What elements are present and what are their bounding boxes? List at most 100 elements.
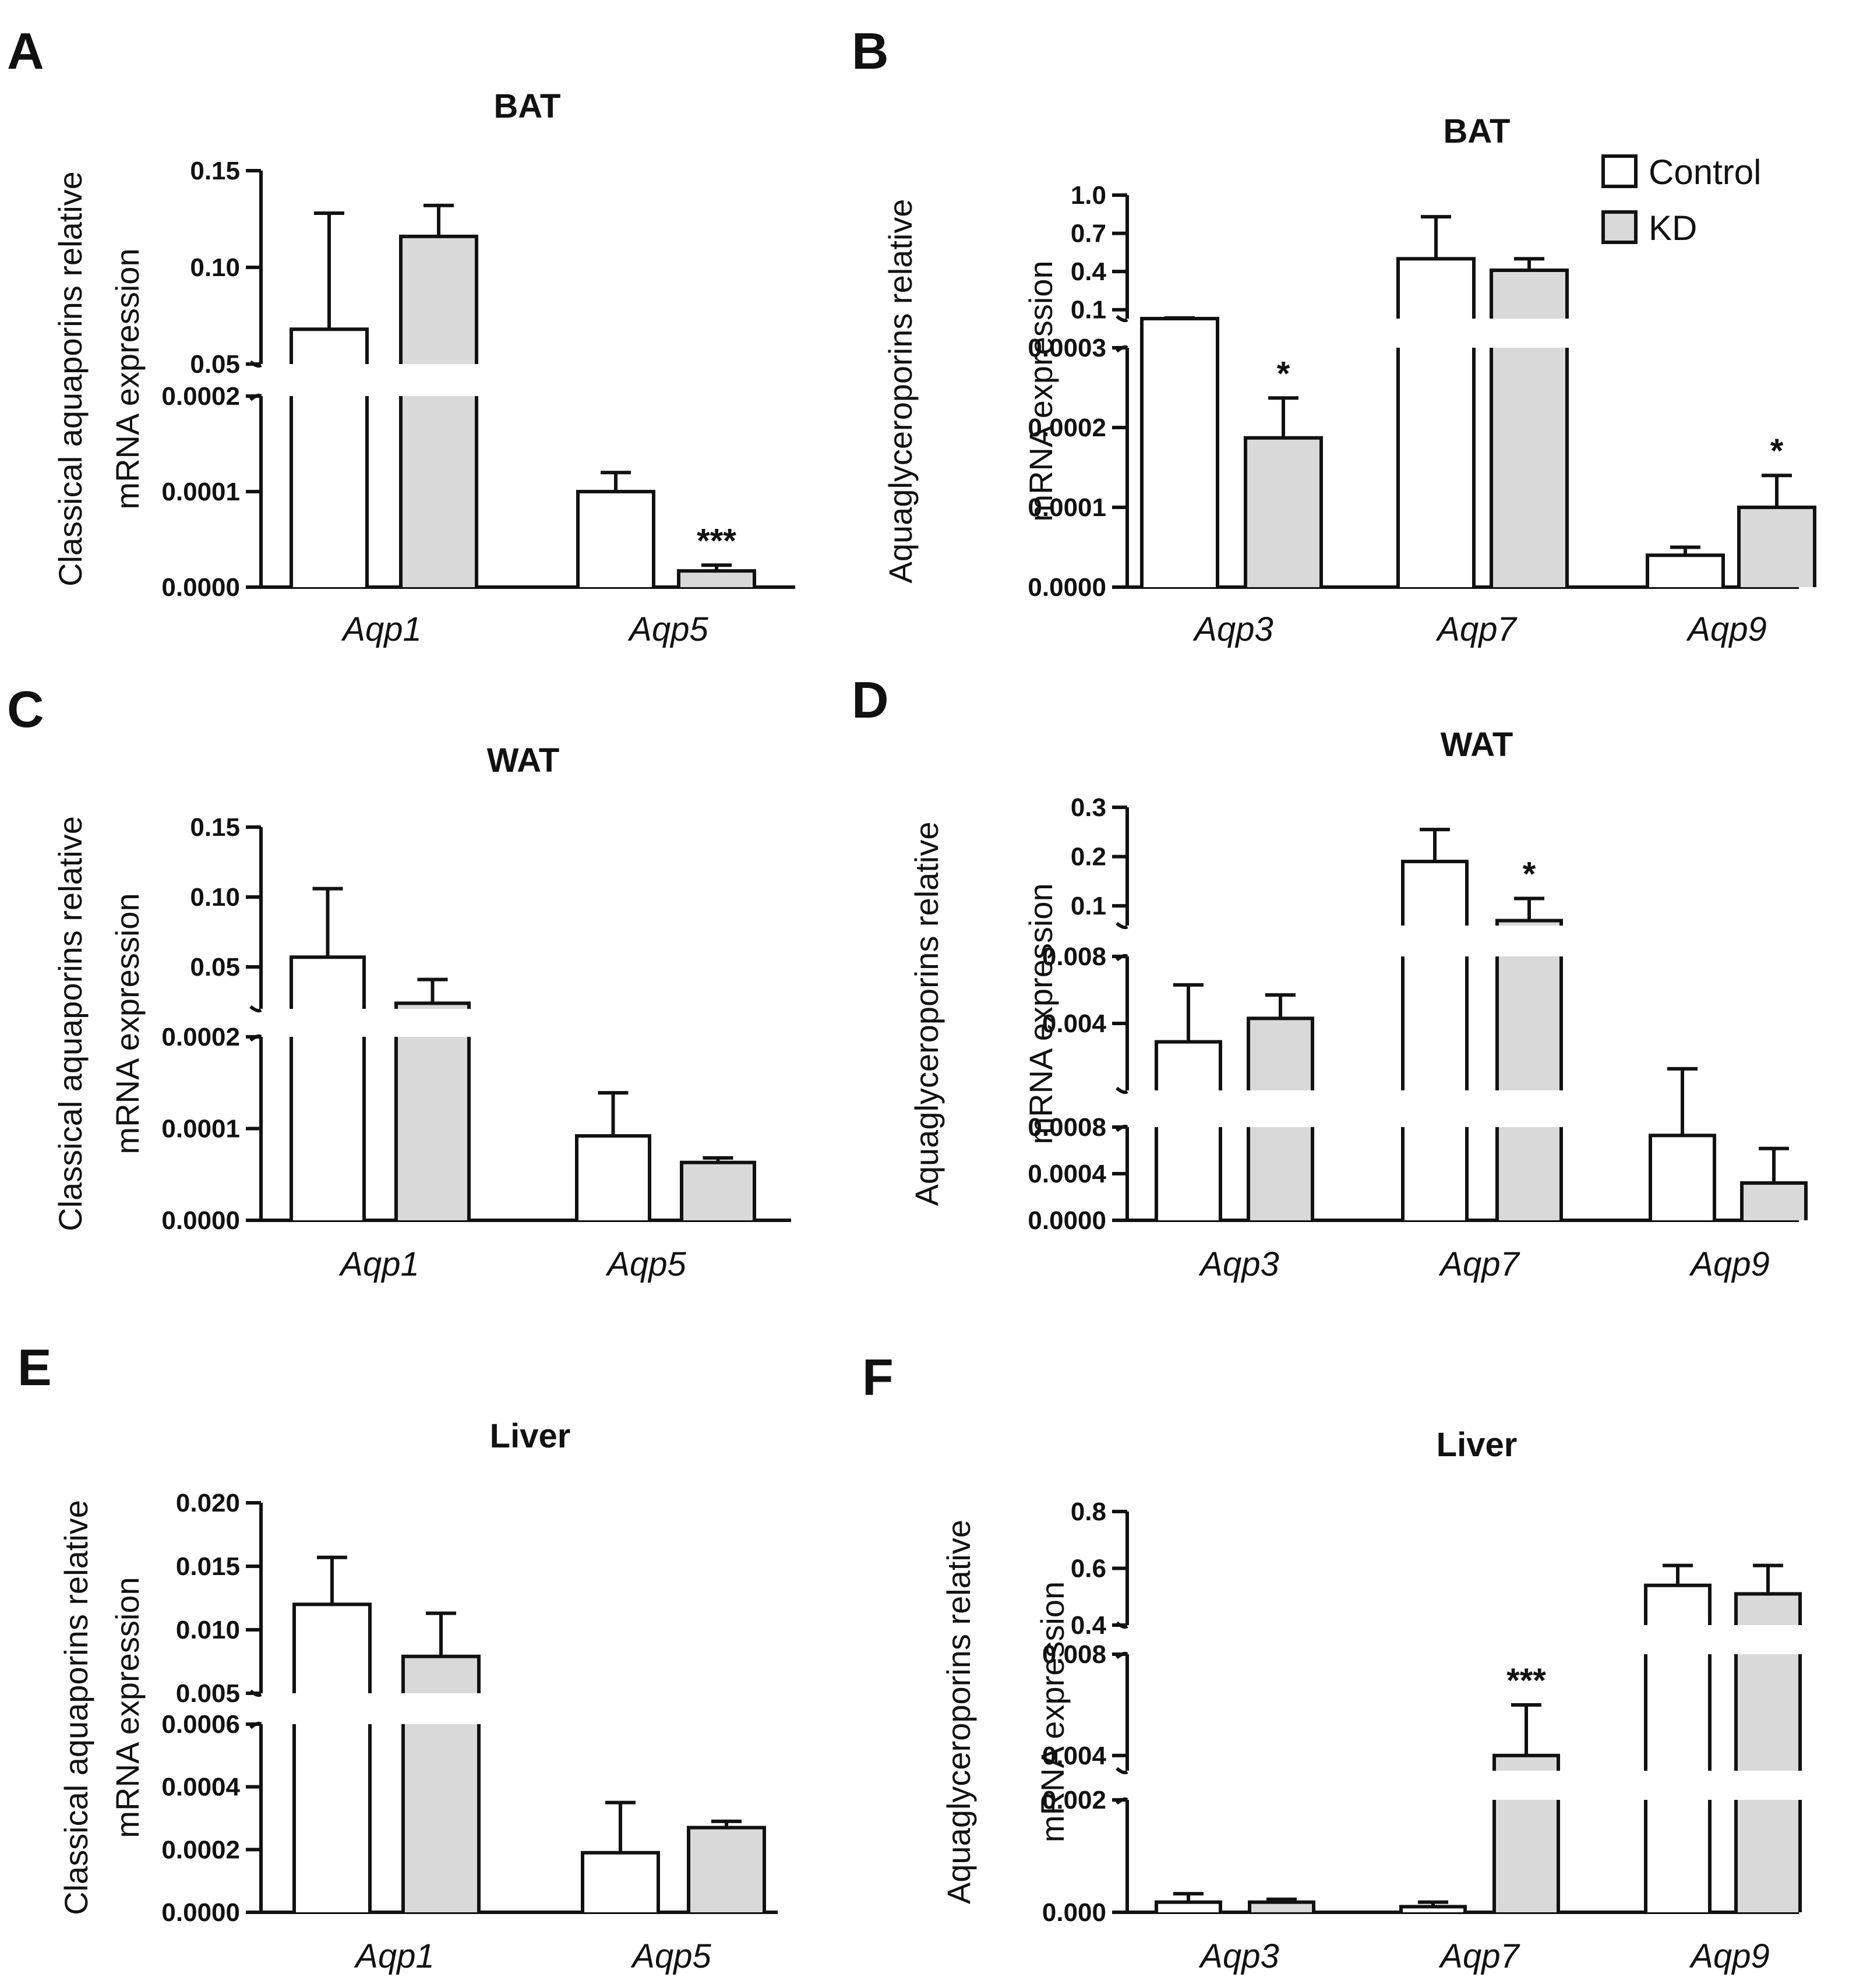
y-tick-label: 1.0 [1071, 181, 1106, 210]
x-category-label: Aqp9 [1689, 1245, 1769, 1283]
y-tick-label: 0.05 [190, 953, 240, 981]
bar-fill [682, 1162, 754, 1220]
chart-title: WAT [487, 741, 560, 779]
y-tick-label: 0.0004 [161, 1773, 240, 1802]
y-tick-label: 0.6 [1071, 1555, 1106, 1583]
chart-panel-a: A BAT Classical aquaporins relative mRNA ex… [7, 22, 795, 648]
bar-fill [1491, 270, 1567, 319]
bar-fill [1647, 555, 1723, 587]
x-category-label: Aqp7 [1438, 1937, 1520, 1975]
bar-control-aqp3 [1155, 983, 1222, 1220]
bar-kd-aqp5 [687, 1819, 766, 1912]
legend-label-control: Control [1649, 153, 1761, 192]
bar-fill [403, 1724, 479, 1912]
bar-fill [1248, 1127, 1312, 1220]
bar-control-aqp1 [292, 1555, 372, 1912]
bar-kd-aqp1 [401, 1611, 481, 1912]
y-axis-label: Classical aquaporins relative mRNA expres… [52, 816, 146, 1231]
y-tick-label: 0.0001 [1028, 493, 1106, 522]
bar-kd-aqp1 [399, 203, 478, 587]
y-tick-label: 0.000 [1042, 1898, 1106, 1927]
y-tick-label: 0.0000 [161, 1898, 240, 1927]
bar-fill [1156, 1902, 1220, 1912]
axis-break-mark [1116, 1767, 1128, 1775]
panel-letter: A [7, 22, 44, 80]
bar-control-aqp5 [575, 1091, 651, 1220]
bar-fill [396, 1037, 469, 1220]
chart-panel-f: F Liver Aquaglyceroporins relative mRNA exp… [862, 1348, 1802, 1975]
x-category-label: Aqp9 [1689, 1937, 1769, 1975]
bar-fill [1494, 1800, 1558, 1912]
significance-marker: *** [1506, 1662, 1546, 1700]
y-axis-label-line-1: Aquaglyceroporins relative [908, 822, 945, 1206]
y-tick-label: 0.0001 [161, 478, 240, 506]
panel-letter: D [852, 671, 889, 729]
y-tick-label: 0.0006 [161, 1710, 240, 1739]
x-category-label: Aqp7 [1438, 1245, 1520, 1283]
chart-title: Liver [490, 1417, 571, 1455]
y-tick-label: 0.1 [1071, 892, 1106, 920]
bar-fill [1646, 1654, 1710, 1771]
y-tick-label: 0.020 [176, 1489, 240, 1517]
axis-break-mark [1116, 1797, 1128, 1805]
x-category-label: Aqp3 [1192, 610, 1273, 648]
y-tick-label: 0.4 [1071, 257, 1107, 286]
y-axis-label-line-1: Aquaglyceroporins relative [940, 1520, 977, 1904]
chart-panel-b: B BAT Aquaglyceroporins relative mRNA expre… [852, 22, 1816, 648]
bar-fill [583, 1852, 658, 1912]
axis-break-mark [249, 1034, 262, 1042]
bar-kd-aqp5 [680, 1156, 756, 1220]
x-category-label: Aqp9 [1686, 610, 1766, 648]
bar-fill [291, 329, 367, 364]
bar-fill [679, 571, 754, 587]
y-tick-label: 0.3 [1071, 793, 1106, 822]
y-tick-label: 0.004 [1042, 1742, 1107, 1770]
y-axis-label-line-2: mRNA expression [1034, 1581, 1071, 1842]
bar-kd-aqp3 [1248, 1897, 1315, 1912]
bar-fill [689, 1827, 764, 1912]
y-tick-label: 0.0008 [1028, 1113, 1106, 1142]
bar-fill [1156, 1127, 1220, 1220]
y-tick-label: 0.0003 [1028, 334, 1106, 362]
panel-letter: E [17, 1339, 52, 1396]
bar-kd-aqp9 [1740, 1146, 1808, 1220]
y-axis-label: Classical aquaporins relative mRNA expres… [58, 1500, 146, 1915]
y-tick-label: 0.0002 [161, 1023, 240, 1051]
x-category-label: Aqp3 [1198, 1937, 1279, 1975]
bar-fill [291, 957, 364, 1009]
legend: Control KD [1601, 153, 1761, 248]
bar-fill [1497, 1127, 1561, 1220]
panel-letter: C [7, 680, 44, 738]
axis-break-mark [1116, 1651, 1128, 1659]
panel-letter: F [862, 1348, 894, 1406]
bar-kd-aqp1 [394, 977, 471, 1220]
bar-kd-aqp7 [1495, 896, 1563, 1220]
y-tick-label: 0.008 [1042, 1640, 1106, 1669]
y-tick-label: 0.1 [1071, 296, 1106, 324]
y-tick-label: 0.015 [176, 1552, 240, 1581]
y-tick-label: 0.0004 [1028, 1160, 1106, 1188]
bar-control-aqp7 [1396, 215, 1476, 587]
y-axis-label-line-2: mRNA expression [109, 248, 146, 509]
y-tick-label: 0.005 [176, 1679, 240, 1708]
chart-title: WAT [1441, 726, 1513, 764]
bar-control-aqp1 [290, 887, 366, 1220]
chart-panel-e: E Liver Classical aquaporins relative mRNA … [17, 1339, 778, 1975]
axis-break-mark [1116, 1086, 1128, 1094]
y-axis-label-line-1: Classical aquaporins relative [52, 171, 89, 587]
bar-fill [294, 1724, 370, 1912]
y-axis-label-line-2: mRNA expression [109, 893, 146, 1154]
axis-break-mark [249, 393, 262, 401]
bar-control-aqp5 [576, 471, 655, 587]
bar-fill [1736, 1800, 1800, 1912]
axis-break-mark [1116, 1124, 1128, 1132]
y-tick-label: 0.8 [1071, 1498, 1106, 1526]
bar-control-aqp5 [581, 1800, 660, 1912]
bar-fill [403, 1656, 479, 1693]
bar-kd-aqp9 [1737, 474, 1816, 587]
x-category-label: Aqp1 [341, 610, 421, 648]
bar-control-aqp7 [1399, 1900, 1467, 1912]
chart-title: Liver [1437, 1426, 1518, 1464]
y-axis-label-line-2: mRNA expression [1022, 260, 1059, 521]
bar-fill [1403, 956, 1467, 1090]
